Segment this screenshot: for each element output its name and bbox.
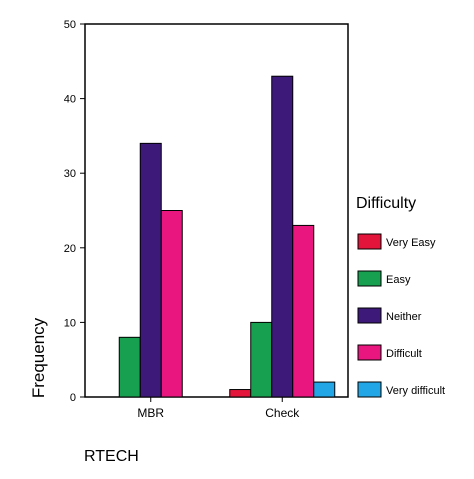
- bar: [313, 381, 336, 398]
- legend: Very Easy Easy Neither Difficult Very diffic…: [357, 233, 445, 398]
- legend-item: Difficult: [357, 344, 422, 361]
- legend-item: Very difficult: [357, 381, 445, 398]
- y-axis-label: Frequency: [29, 317, 48, 398]
- legend-label: Easy: [386, 274, 411, 286]
- legend-label: Very Easy: [386, 237, 436, 249]
- y-tick-label: 20: [64, 243, 76, 255]
- bar: [271, 75, 294, 398]
- bar: [160, 210, 183, 398]
- bar: [250, 321, 273, 398]
- x-tick-label: MBR: [137, 406, 164, 420]
- legend-item: Neither: [357, 307, 422, 324]
- y-tick-label: 50: [64, 19, 76, 31]
- bar: [118, 336, 141, 398]
- y-tick-label: 40: [64, 94, 76, 106]
- bar: [229, 389, 252, 398]
- y-tick-label: 30: [64, 168, 76, 180]
- bar: [139, 142, 162, 398]
- x-tick-label: Check: [265, 406, 300, 420]
- y-tick-label: 10: [64, 317, 76, 329]
- bar: [292, 224, 315, 398]
- legend-swatch: [357, 233, 382, 250]
- y-tick-label: 0: [70, 392, 76, 404]
- legend-item: Very Easy: [357, 233, 436, 250]
- legend-label: Neither: [386, 311, 422, 323]
- legend-title: Difficulty: [356, 195, 416, 212]
- legend-swatch: [357, 381, 382, 398]
- legend-swatch: [357, 270, 382, 287]
- legend-swatch: [357, 307, 382, 324]
- legend-swatch: [357, 344, 382, 361]
- plot-area: 0 10 20 30 40 50 MBR Check: [64, 19, 349, 420]
- legend-item: Easy: [357, 270, 411, 287]
- x-axis-label: RTECH: [84, 448, 139, 465]
- legend-label: Very difficult: [386, 385, 445, 397]
- legend-label: Difficult: [386, 348, 422, 360]
- plot-frame: [84, 23, 349, 398]
